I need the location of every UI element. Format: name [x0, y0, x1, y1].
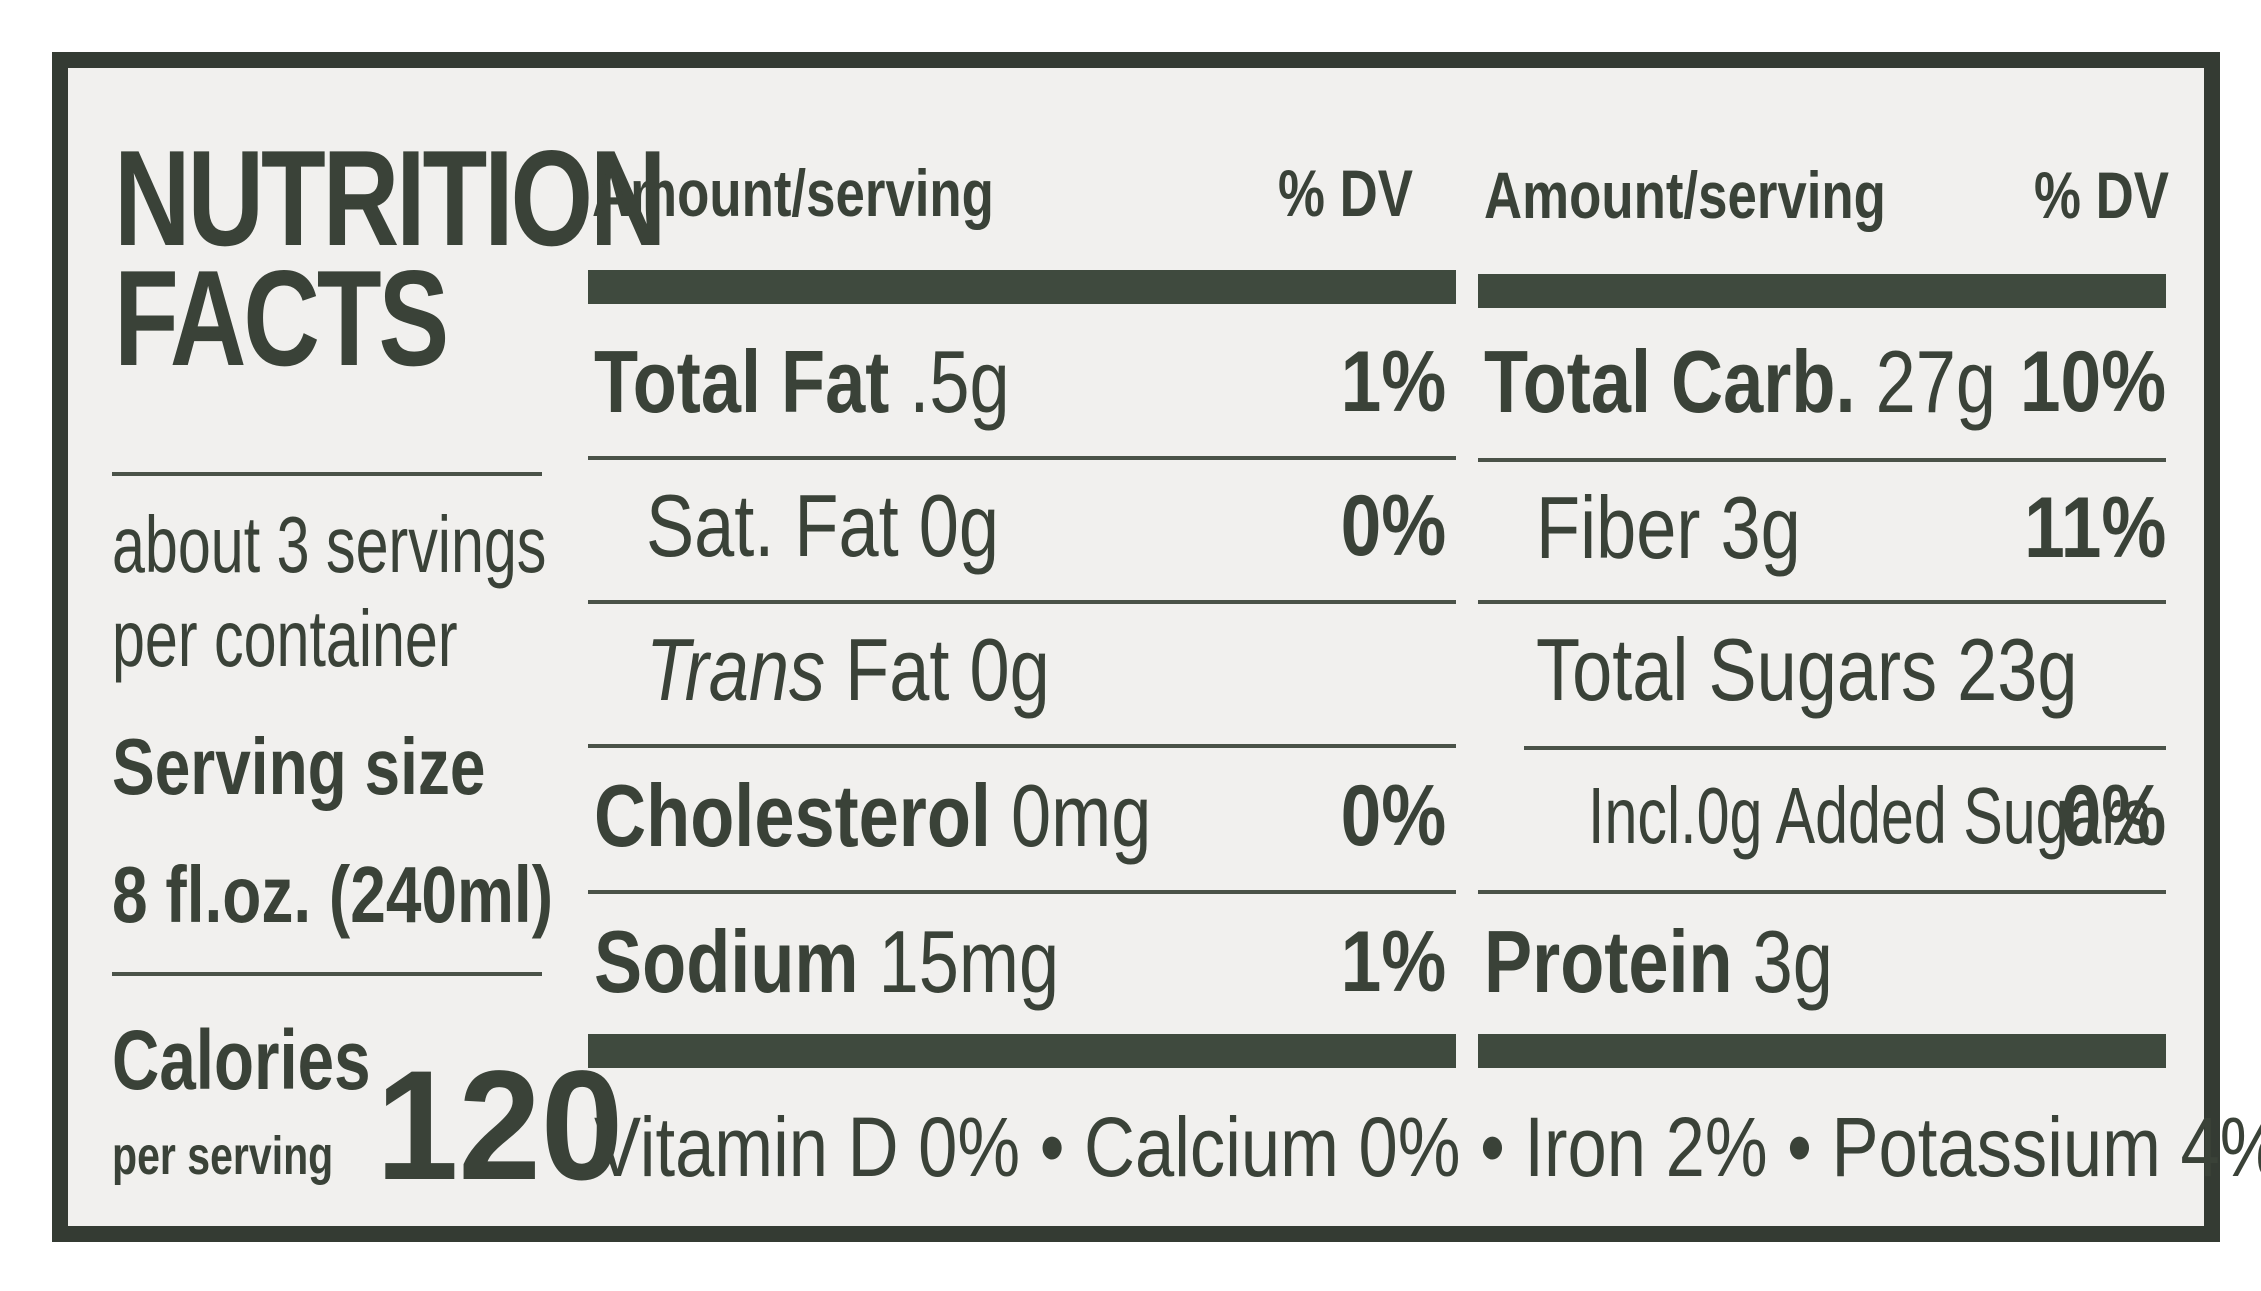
- total-carb-dv: 10%: [2019, 334, 2166, 430]
- trans-fat-name: Fat 0g: [845, 620, 1050, 719]
- row-total-fat: Total Fat .5g: [594, 336, 1101, 428]
- divider-left-1: [588, 456, 1456, 460]
- serving-size-value: 8 fl.oz. (240ml): [112, 850, 553, 939]
- servings-line-2: per container: [112, 594, 458, 683]
- header-amount-right: Amount/serving: [1484, 158, 1886, 232]
- cholesterol-name: Cholesterol: [594, 766, 991, 865]
- right-thick-bar-bottom: [1478, 1034, 2166, 1068]
- cholesterol-amount: 0mg: [1011, 766, 1152, 865]
- divider-right-4: [1478, 890, 2166, 894]
- total-carb-amount: 27g: [1875, 332, 1996, 431]
- left-divider-bottom: [112, 972, 542, 976]
- row-fiber: Fiber 3g: [1536, 478, 1801, 577]
- row-cholesterol: Cholesterol 0mg: [594, 770, 1274, 862]
- row-protein: Protein 3g: [1484, 916, 1910, 1008]
- sodium-name: Sodium: [594, 912, 859, 1011]
- header-dv-left: % DV: [1278, 156, 1413, 230]
- divider-right-3: [1524, 746, 2166, 750]
- row-sat-fat: Sat. Fat 0g: [646, 476, 999, 575]
- left-thick-bar-bottom: [588, 1034, 1456, 1068]
- row-trans-fat: Trans Fat 0g: [646, 624, 1138, 716]
- added-sugars-dv: 0%: [2060, 768, 2166, 864]
- calories-subtitle: per serving: [112, 1126, 334, 1186]
- divider-left-2: [588, 600, 1456, 604]
- divider-right-2: [1478, 600, 2166, 604]
- total-fat-dv: 1%: [1340, 334, 1446, 430]
- calories-label: Calories: [112, 1013, 371, 1107]
- row-sodium: Sodium 15mg: [594, 916, 1161, 1008]
- cholesterol-dv: 0%: [1340, 768, 1446, 864]
- row-total-carb: Total Carb. 27g: [1484, 336, 2108, 428]
- divider-left-3: [588, 744, 1456, 748]
- total-fat-name: Total Fat: [594, 332, 890, 431]
- left-divider-top: [112, 472, 542, 476]
- header-amount-left: Amount/serving: [592, 156, 994, 230]
- protein-amount: 3g: [1752, 912, 1833, 1011]
- title-line-2: FACTS: [114, 242, 449, 394]
- serving-size-label: Serving size: [112, 722, 486, 811]
- fiber-dv: 11%: [2023, 480, 2166, 576]
- sodium-dv: 1%: [1340, 914, 1446, 1010]
- row-added-sugars: Incl.0g Added Sugars: [1588, 771, 2151, 860]
- left-thick-bar-top: [588, 270, 1456, 304]
- trans-word: Trans: [646, 620, 826, 719]
- servings-line-1: about 3 servings: [112, 500, 547, 589]
- divider-right-1: [1478, 458, 2166, 462]
- title-line-1: NUTRITION: [114, 122, 667, 274]
- calories-value: 120: [376, 1039, 624, 1213]
- header-dv-right: % DV: [2034, 158, 2169, 232]
- row-total-sugars: Total Sugars 23g: [1536, 620, 2078, 719]
- vitamins-line: Vitamin D 0% • Calcium 0% • Iron 2% • Po…: [594, 1100, 2261, 1194]
- right-thick-bar-top: [1478, 274, 2166, 308]
- divider-left-4: [588, 890, 1456, 894]
- sat-fat-dv: 0%: [1340, 478, 1446, 574]
- nutrition-label: NUTRITION FACTS about 3 servings per con…: [52, 52, 2261, 1242]
- total-fat-amount: .5g: [909, 332, 1010, 431]
- total-carb-name: Total Carb.: [1484, 332, 1856, 431]
- protein-name: Protein: [1484, 912, 1733, 1011]
- sodium-amount: 15mg: [878, 912, 1060, 1011]
